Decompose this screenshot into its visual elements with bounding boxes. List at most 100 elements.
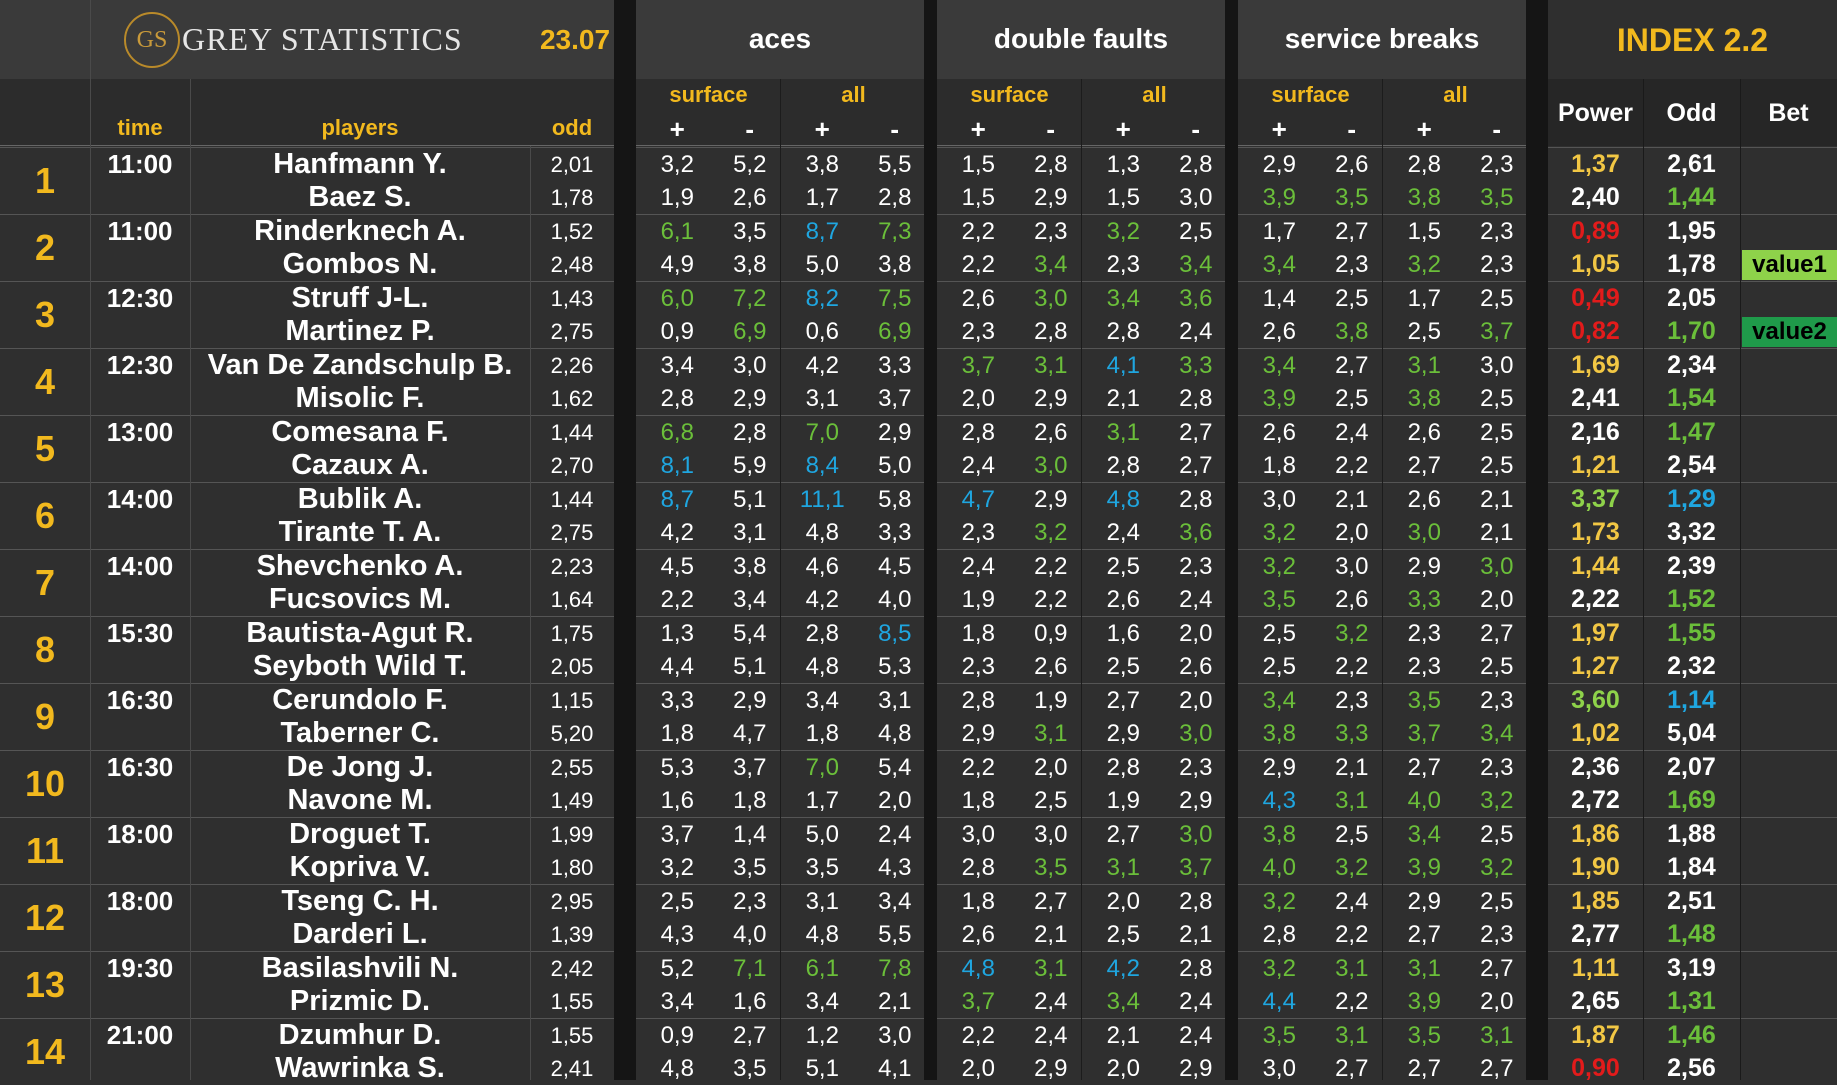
stat-value: 2,7 — [1407, 1055, 1441, 1082]
power-value: 2,16 — [1571, 418, 1620, 446]
player-odd: 1,39 — [550, 922, 594, 947]
stat-value: 2,8 — [878, 184, 912, 211]
service-breaks-surface-label: surface — [1271, 82, 1350, 107]
power-value: 1,97 — [1571, 619, 1620, 647]
match-time: 18:00 — [106, 819, 174, 849]
player-odd: 2,75 — [550, 319, 594, 344]
stat-value: 2,9 — [1034, 184, 1068, 211]
aces-plus-label: + — [669, 113, 685, 144]
stat-value: 2,0 — [961, 1055, 995, 1082]
player-odd: 1,49 — [550, 788, 594, 813]
stat-value: 3,3 — [1335, 720, 1369, 747]
divider-df-half — [1081, 79, 1082, 1080]
index-odd-value: 2,39 — [1667, 552, 1716, 580]
stat-value: 2,7 — [1480, 620, 1514, 647]
match-row: 4 12:30 Van De Zandschulp B. 2,26 3,4 3,0 4,2 3… — [0, 348, 1837, 415]
match-row: 10 16:30 De Jong J. 2,55 5,3 3,7 7,0 5,4 2,2 2,0 2… — [0, 750, 1837, 817]
stat-value: 5,3 — [660, 754, 694, 781]
match-row: 7 14:00 Shevchenko A. 2,23 4,5 3,8 4,6 4,5 2,4 2,… — [0, 549, 1837, 616]
index-odd-value: 1,70 — [1667, 317, 1716, 345]
player-name: Van De Zandschulp B. — [207, 349, 513, 381]
stat-value: 1,5 — [1106, 184, 1140, 211]
player-odd: 2,48 — [550, 252, 594, 277]
player-name: Tirante T. A. — [278, 516, 442, 548]
player-name: Gombos N. — [282, 248, 438, 280]
stat-value: 3,6 — [1179, 285, 1213, 312]
stat-value: 2,6 — [1034, 653, 1068, 680]
power-value: 2,36 — [1571, 753, 1620, 781]
stat-value: 3,7 — [878, 385, 912, 412]
stat-value: 8,7 — [660, 486, 694, 513]
stat-value: 1,8 — [660, 720, 694, 747]
stat-value: 3,1 — [1034, 955, 1068, 982]
index-odd-value: 2,56 — [1667, 1054, 1716, 1082]
stat-value: 1,9 — [1034, 687, 1068, 714]
stat-value: 2,4 — [1034, 988, 1068, 1015]
stat-value: 1,7 — [1262, 218, 1296, 245]
stat-value: 1,8 — [961, 888, 995, 915]
stat-value: 4,2 — [805, 352, 839, 379]
stat-value: 2,1 — [1480, 519, 1514, 546]
stat-value: 2,9 — [1407, 553, 1441, 580]
stat-value: 2,6 — [1179, 653, 1213, 680]
stat-value: 3,4 — [1262, 687, 1296, 714]
stat-value: 3,2 — [1480, 854, 1514, 881]
power-value: 2,77 — [1571, 920, 1620, 948]
group-double-faults: double faults — [937, 14, 1225, 64]
stat-value: 2,5 — [1335, 821, 1369, 848]
stat-value: 2,7 — [733, 1022, 767, 1049]
stat-value: 3,8 — [1335, 318, 1369, 345]
stat-value: 5,0 — [878, 452, 912, 479]
player-name: Tseng C. H. — [281, 885, 439, 917]
player-name: Shevchenko A. — [256, 550, 464, 582]
stat-value: 7,1 — [733, 955, 767, 982]
stat-value: 3,0 — [1034, 285, 1068, 312]
index-header-bg — [1548, 0, 1837, 79]
stat-value: 3,1 — [805, 888, 839, 915]
stat-value: 4,8 — [805, 653, 839, 680]
stat-value: 0,6 — [805, 318, 839, 345]
power-value: 1,11 — [1571, 954, 1620, 982]
power-value: 1,02 — [1571, 719, 1620, 747]
stat-value: 1,2 — [805, 1022, 839, 1049]
stat-value: 2,8 — [961, 854, 995, 881]
stat-value: 2,5 — [1335, 385, 1369, 412]
stat-value: 5,1 — [805, 1055, 839, 1082]
stat-value: 4,8 — [961, 955, 995, 982]
stat-value: 3,5 — [1407, 1022, 1441, 1049]
stat-value: 3,6 — [1179, 519, 1213, 546]
stat-value: 3,3 — [1407, 586, 1441, 613]
divider-time — [190, 79, 191, 1080]
stat-value: 2,2 — [1034, 586, 1068, 613]
stat-value: 3,0 — [1262, 486, 1296, 513]
stat-value: 2,2 — [961, 754, 995, 781]
stat-value: 2,2 — [961, 1022, 995, 1049]
stat-value: 2,5 — [1480, 285, 1514, 312]
stat-value: 2,1 — [1106, 1022, 1140, 1049]
match-number: 14 — [24, 1031, 66, 1072]
stat-value: 3,1 — [1407, 352, 1441, 379]
stat-value: 2,5 — [1106, 553, 1140, 580]
index-odd-value: 3,19 — [1667, 954, 1716, 982]
stat-value: 1,7 — [805, 184, 839, 211]
stat-value: 7,3 — [878, 218, 912, 245]
stat-value: 3,4 — [805, 687, 839, 714]
match-row: 14 21:00 Dzumhur D. 1,55 0,9 2,7 1,2 3,0 2,2 2,4 2… — [0, 1018, 1837, 1085]
match-number: 11 — [25, 830, 65, 871]
player-odd: 2,70 — [550, 453, 594, 478]
stat-value: 2,9 — [1262, 151, 1296, 178]
stat-value: 2,7 — [1480, 955, 1514, 982]
stat-value: 2,4 — [878, 821, 912, 848]
stat-value: 3,2 — [1262, 955, 1296, 982]
stat-value: 2,4 — [1335, 888, 1369, 915]
player-name: Bublik A. — [297, 483, 423, 515]
stat-value: 5,4 — [733, 620, 767, 647]
power-value: 2,72 — [1571, 786, 1620, 814]
stat-value: 8,2 — [805, 285, 839, 312]
player-name: Martinez P. — [285, 315, 435, 347]
stat-value: 4,3 — [1262, 787, 1296, 814]
player-name: Struff J-L. — [291, 282, 429, 314]
power-value: 1,05 — [1571, 250, 1620, 278]
stat-value: 3,5 — [1262, 586, 1296, 613]
stat-value: 3,3 — [878, 519, 912, 546]
